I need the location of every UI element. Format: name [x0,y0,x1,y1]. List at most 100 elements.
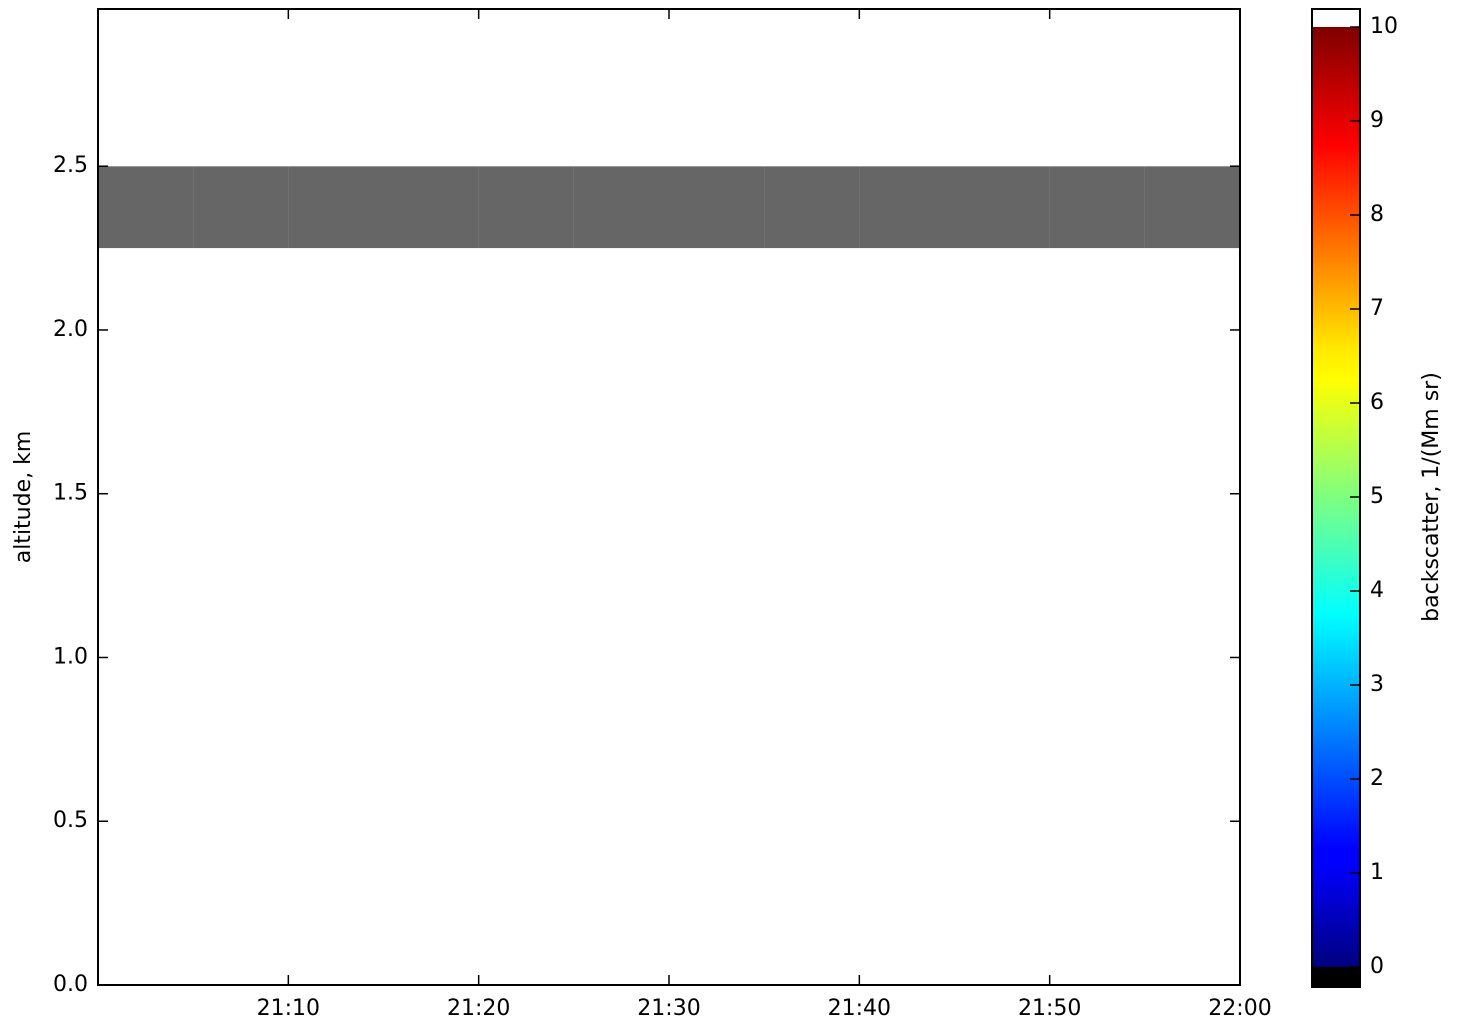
cell [764,329,860,412]
cell [954,657,1050,740]
y-tick-label: 0.0 [53,972,88,997]
cell [669,903,765,985]
cell [383,248,479,330]
cell [478,329,574,412]
cell [764,248,860,330]
cell [1049,739,1145,822]
colorbar-tick-label: 6 [1370,390,1384,415]
cell [98,166,194,249]
cell [859,903,955,985]
cell [193,657,289,740]
cell [288,493,384,576]
cell [859,657,955,740]
cell [954,821,1050,904]
cell [288,657,384,740]
cell [98,493,194,576]
cell [98,657,194,740]
cell [954,248,1050,330]
cell [478,166,574,249]
cell [954,84,1050,167]
cell [193,493,289,576]
cell [383,166,479,249]
colorbar-tick-label: 10 [1370,14,1398,39]
cell [98,575,194,658]
cell [764,903,860,985]
cell [1144,903,1240,985]
cell [1049,329,1145,412]
cell [288,575,384,658]
cell [1049,9,1145,85]
cell [1144,166,1240,249]
cell [478,493,574,576]
cell [478,657,574,740]
cell [1049,657,1145,740]
colorbar-tick-label: 9 [1370,108,1384,133]
cell [288,903,384,985]
cell [383,821,479,904]
cell [288,411,384,494]
colorbar-tick-label: 4 [1370,578,1384,603]
y-axis-label: altitude, km [11,431,36,564]
cell [478,821,574,904]
cell [669,821,765,904]
cell [669,329,765,412]
cell [1049,248,1145,330]
cell [573,903,669,985]
cell [478,411,574,494]
cell [98,84,194,167]
cell [193,411,289,494]
cell [383,575,479,658]
colorbar-tick-label: 3 [1370,672,1384,697]
cell [764,9,860,85]
cell [1049,411,1145,494]
cell [193,248,289,330]
cell [764,84,860,167]
cell [859,329,955,412]
cell [193,739,289,822]
y-tick-label: 2.5 [53,153,88,178]
cell [669,575,765,658]
cell [98,903,194,985]
cell [1144,411,1240,494]
cell [288,821,384,904]
cell [669,166,765,249]
cell [1049,903,1145,985]
cell [669,84,765,167]
cell [1049,821,1145,904]
cell [573,329,669,412]
cell [859,411,955,494]
x-tick-label: 21:30 [637,996,700,1021]
cell [764,493,860,576]
cell [859,9,955,85]
cell [859,84,955,167]
colorbar-over [1312,9,1360,27]
colorbar-tick-label: 0 [1370,954,1384,979]
cell [1144,739,1240,822]
cell [573,821,669,904]
cell [573,657,669,740]
cell [98,821,194,904]
cell [859,821,955,904]
colorbar-label: backscatter, 1/(Mm sr) [1419,372,1444,622]
cell [859,739,955,822]
cell [383,493,479,576]
colorbar-under [1312,967,1360,987]
cell [288,166,384,249]
cell [669,739,765,822]
cell [193,9,289,85]
y-tick-label: 0.5 [53,808,88,833]
cell [573,739,669,822]
cell [383,84,479,167]
cell [1144,329,1240,412]
cell [1049,575,1145,658]
x-tick-label: 21:10 [257,996,320,1021]
cell [954,166,1050,249]
cell [764,821,860,904]
cell [193,903,289,985]
cell [383,9,479,85]
cell [193,166,289,249]
cell [669,248,765,330]
cell [478,903,574,985]
y-tick-label: 1.5 [53,481,88,506]
